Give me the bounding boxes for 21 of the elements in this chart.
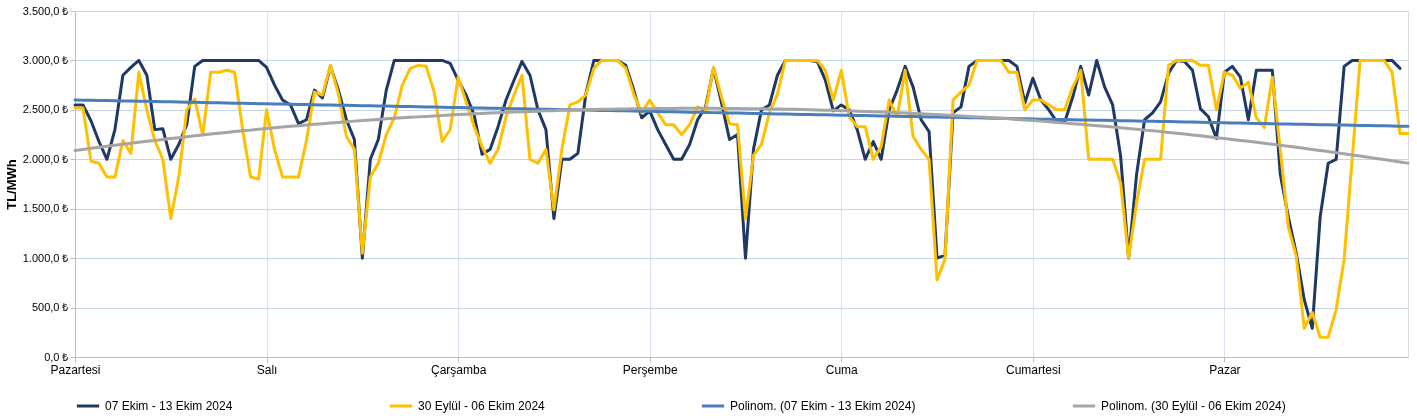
y-tick-label: 2.000,0 ₺	[22, 152, 69, 165]
x-tick-label: Pazar	[1209, 362, 1241, 377]
x-tick-label: Çarşamba	[430, 362, 487, 377]
x-tick-label: Cuma	[825, 362, 859, 377]
x-tick-label: Cumartesi	[1006, 362, 1061, 377]
line-series	[73, 106, 1410, 165]
y-tick-label: 500,0 ₺	[31, 301, 69, 314]
legend-label: 30 Eylül - 06 Ekim 2024	[418, 399, 546, 413]
x-tick-label: Perşembe	[622, 362, 678, 377]
y-tick-label: 1.500,0 ₺	[22, 202, 69, 215]
legend-label: Polinom. (30 Eylül - 06 Ekim 2024)	[1101, 399, 1286, 413]
y-tick-label: 0,0 ₺	[44, 350, 69, 363]
y-tick-label: 1.000,0 ₺	[22, 251, 69, 264]
legend-label: Polinom. (07 Ekim - 13 Ekim 2024)	[730, 399, 916, 413]
legend-label: 07 Ekim - 13 Ekim 2024	[105, 399, 233, 413]
x-tick-label: Salı	[256, 362, 278, 377]
x-tick-label: Pazartesi	[50, 362, 101, 377]
y-tick-label: 3.500,0 ₺	[22, 4, 69, 17]
y-axis-title: TL/MWh	[3, 159, 19, 210]
y-tick-label: 3.000,0 ₺	[22, 53, 69, 66]
y-tick-label: 2.500,0 ₺	[22, 103, 69, 116]
